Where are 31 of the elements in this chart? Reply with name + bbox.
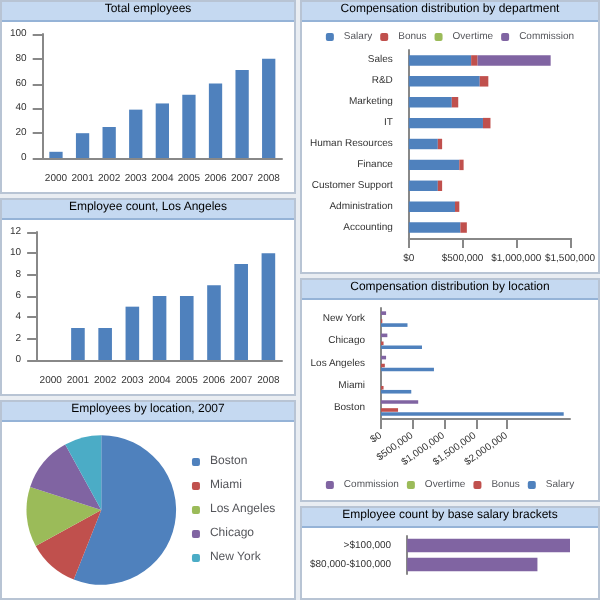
- bar: [479, 76, 489, 87]
- bar: [129, 109, 143, 158]
- bar: [477, 55, 551, 66]
- bar: [125, 306, 140, 360]
- bar: [451, 97, 459, 108]
- bar: [408, 97, 452, 108]
- bar: [49, 151, 63, 158]
- bar: [75, 133, 90, 158]
- bar: [234, 264, 248, 360]
- bar: [408, 117, 483, 129]
- bar: [152, 296, 167, 360]
- bar: [408, 222, 461, 233]
- bar: [235, 69, 249, 158]
- bar: [102, 127, 116, 158]
- bar: [261, 253, 276, 360]
- bar: [408, 76, 480, 87]
- bar: [182, 94, 196, 158]
- bar: [408, 201, 456, 212]
- bar: [179, 296, 194, 360]
- bar: [71, 328, 85, 360]
- bar: [460, 222, 467, 233]
- bar: [155, 103, 169, 158]
- bar: [98, 328, 112, 360]
- bar: [408, 55, 472, 66]
- bar: [208, 83, 223, 158]
- bar: [262, 58, 276, 158]
- bar: [471, 55, 478, 66]
- bar: [207, 285, 221, 360]
- bar: [408, 159, 460, 171]
- bar: [408, 138, 438, 150]
- bar: [408, 180, 438, 191]
